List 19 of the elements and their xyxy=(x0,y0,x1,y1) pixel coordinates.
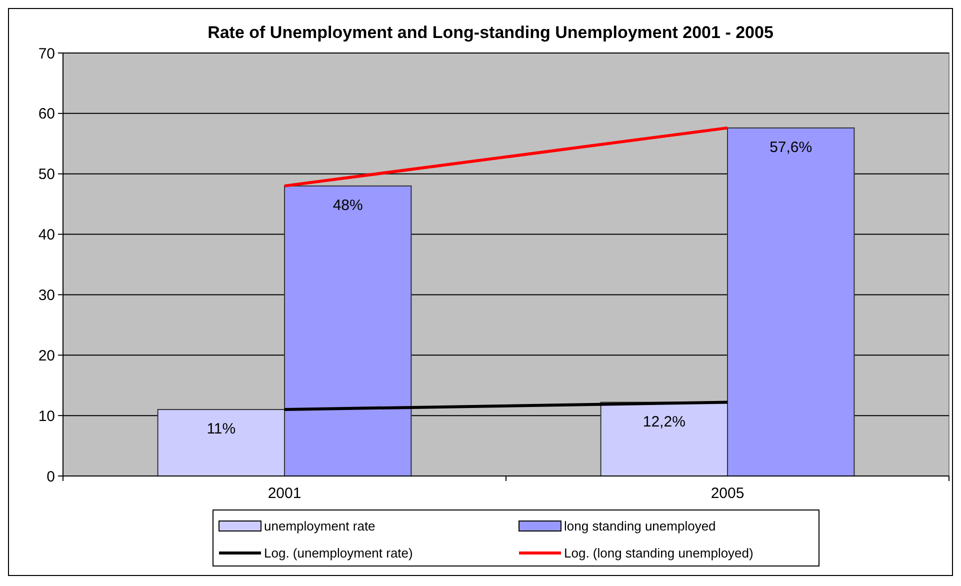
data-label: 12,2% xyxy=(642,413,686,430)
y-tick-label: 60 xyxy=(38,106,55,123)
legend-label: long standing unemployed xyxy=(564,518,716,534)
data-label: 48% xyxy=(332,196,363,214)
y-tick-label: 30 xyxy=(38,286,55,304)
y-tick-label: 20 xyxy=(38,347,55,364)
legend-label: Log. (long standing unemployed) xyxy=(564,546,754,561)
legend-label: unemployment rate xyxy=(264,518,376,534)
x-tick-label: 2005 xyxy=(710,485,744,502)
y-tick-label: 50 xyxy=(38,166,55,184)
y-tick-label: 70 xyxy=(38,45,55,62)
y-tick-label: 40 xyxy=(38,226,55,244)
chart-title: Rate of Unemployment and Long-standing Unemployment 2001 - 2005 xyxy=(208,23,774,42)
y-tick-label: 0 xyxy=(46,468,55,486)
data-label: 57,6% xyxy=(770,138,812,156)
data-label: 11% xyxy=(206,420,236,438)
y-tick-label: 10 xyxy=(38,408,55,425)
legend-label: Log. (unemployment rate) xyxy=(264,546,413,561)
x-tick-label: 2001 xyxy=(268,485,302,502)
